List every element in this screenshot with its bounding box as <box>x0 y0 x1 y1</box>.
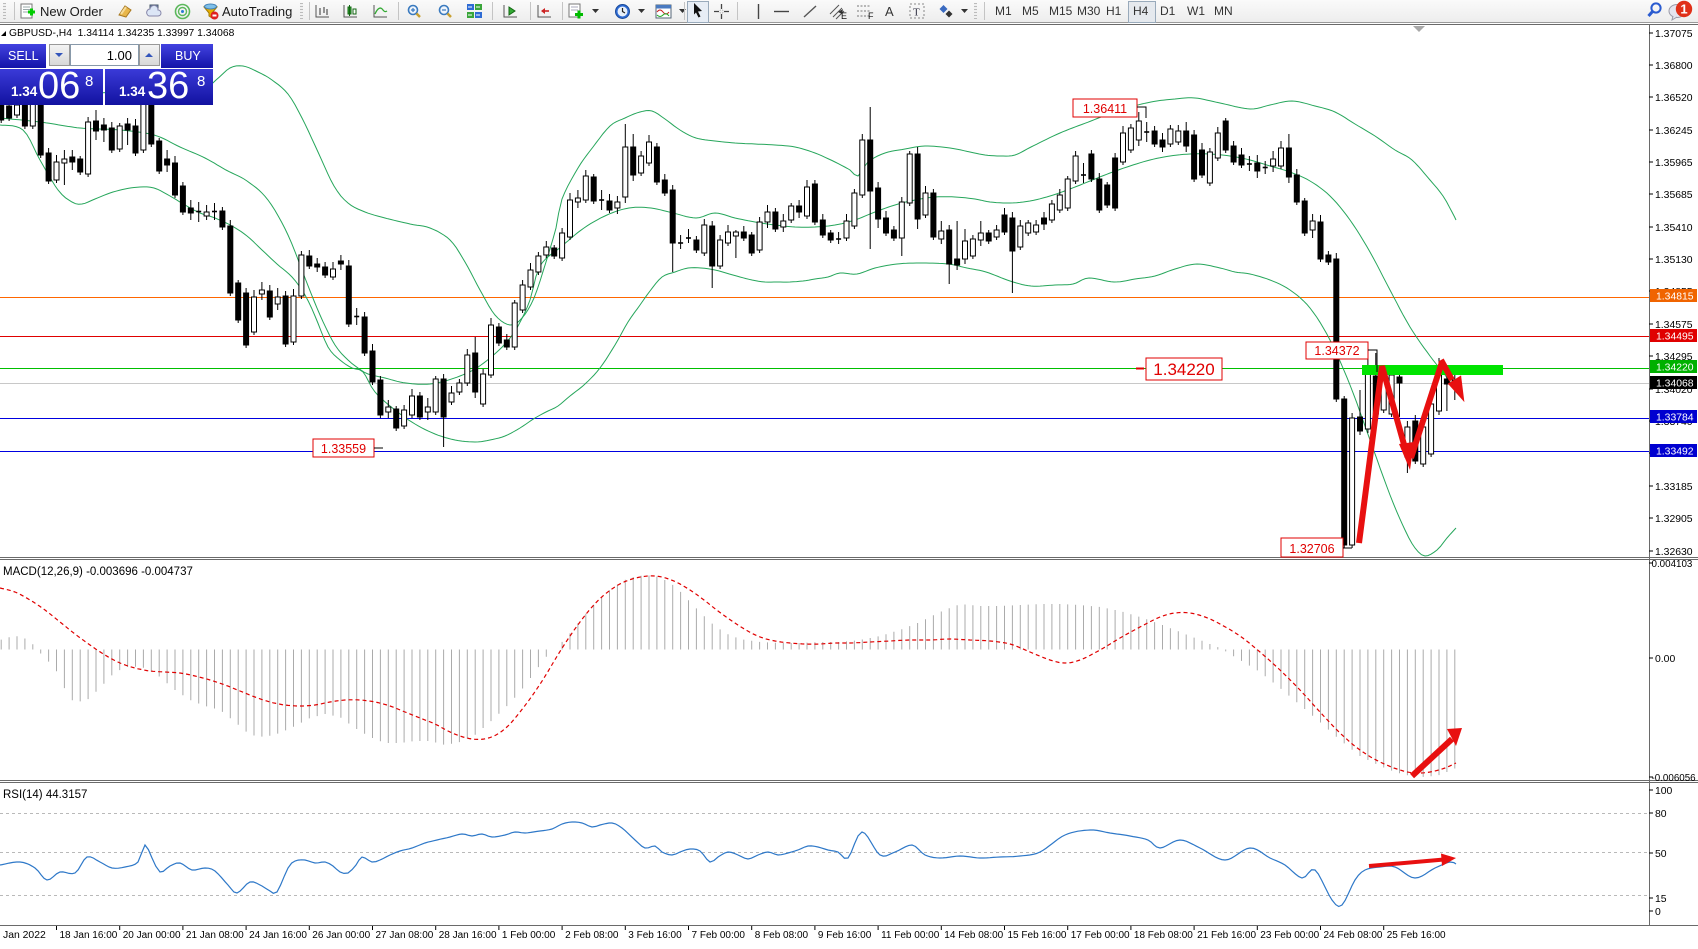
svg-text:15 Feb 16:00: 15 Feb 16:00 <box>1008 930 1067 941</box>
svg-text:1.32630: 1.32630 <box>1655 547 1693 558</box>
svg-text:27 Jan 08:00: 27 Jan 08:00 <box>376 930 434 941</box>
svg-text:RSI(14) 44.3157: RSI(14) 44.3157 <box>3 789 87 801</box>
svg-text:24 Feb 08:00: 24 Feb 08:00 <box>1324 930 1383 941</box>
svg-text:1.36411: 1.36411 <box>1083 102 1127 116</box>
svg-text:26 Jan 00:00: 26 Jan 00:00 <box>312 930 370 941</box>
svg-text:3 Feb 16:00: 3 Feb 16:00 <box>628 930 682 941</box>
svg-text:T: T <box>913 7 920 19</box>
svg-text:8 Feb 08:00: 8 Feb 08:00 <box>755 930 809 941</box>
svg-text:1.34372: 1.34372 <box>1314 344 1359 358</box>
svg-text:80: 80 <box>1655 809 1667 820</box>
svg-text:1.34068: 1.34068 <box>1656 379 1694 390</box>
svg-text:21 Jan 08:00: 21 Jan 08:00 <box>186 930 244 941</box>
svg-text:20 Jan 00:00: 20 Jan 00:00 <box>123 930 181 941</box>
svg-text:1.32905: 1.32905 <box>1655 514 1693 525</box>
svg-text:21 Feb 16:00: 21 Feb 16:00 <box>1197 930 1256 941</box>
svg-text:1.35965: 1.35965 <box>1655 158 1693 169</box>
svg-text:50: 50 <box>1655 849 1667 860</box>
svg-text:7 Feb 00:00: 7 Feb 00:00 <box>692 930 746 941</box>
svg-text:1.36245: 1.36245 <box>1655 126 1693 137</box>
svg-text:1.36800: 1.36800 <box>1655 61 1693 72</box>
svg-text:11 Feb 00:00: 11 Feb 00:00 <box>881 930 940 941</box>
svg-text:1.34220: 1.34220 <box>1153 360 1214 379</box>
svg-text:17 Feb 00:00: 17 Feb 00:00 <box>1071 930 1130 941</box>
svg-text:1.35685: 1.35685 <box>1655 190 1693 201</box>
svg-text:1.37075: 1.37075 <box>1655 29 1693 40</box>
svg-text:0.00: 0.00 <box>1655 654 1675 665</box>
svg-text:1.33492: 1.33492 <box>1656 447 1694 458</box>
svg-text:1.36520: 1.36520 <box>1655 93 1693 104</box>
svg-text:25 Feb 16:00: 25 Feb 16:00 <box>1387 930 1446 941</box>
svg-text:1.35410: 1.35410 <box>1655 223 1693 234</box>
svg-text:1.35130: 1.35130 <box>1655 255 1693 266</box>
svg-text:24 Jan 16:00: 24 Jan 16:00 <box>249 930 307 941</box>
svg-text:1.33185: 1.33185 <box>1655 482 1693 493</box>
svg-text:1 Feb 00:00: 1 Feb 00:00 <box>502 930 556 941</box>
svg-text:14 Feb 08:00: 14 Feb 08:00 <box>944 930 1003 941</box>
svg-text:1.33559: 1.33559 <box>321 442 366 456</box>
svg-text:28 Jan 16:00: 28 Jan 16:00 <box>439 930 497 941</box>
svg-text:9 Feb 16:00: 9 Feb 16:00 <box>818 930 872 941</box>
svg-text:1.34295: 1.34295 <box>1655 352 1693 363</box>
svg-text:2 Feb 08:00: 2 Feb 08:00 <box>565 930 619 941</box>
svg-text:0.004103: 0.004103 <box>1652 559 1693 570</box>
svg-text:-0.006056: -0.006056 <box>1652 773 1697 784</box>
svg-text:15: 15 <box>1655 894 1667 905</box>
svg-text:0: 0 <box>1655 907 1661 918</box>
svg-text:1.34220: 1.34220 <box>1656 363 1694 374</box>
svg-text:GBPUSD-,H4 1.34114 1.34235 1.: GBPUSD-,H4 1.34114 1.34235 1.33997 1.340… <box>9 28 235 39</box>
svg-text:1.33784: 1.33784 <box>1656 413 1694 424</box>
svg-text:1: 1 <box>1680 2 1687 17</box>
svg-text:Jan 2022: Jan 2022 <box>3 930 46 941</box>
svg-text:1.34020: 1.34020 <box>1655 385 1693 396</box>
svg-text:1.34575: 1.34575 <box>1655 320 1693 331</box>
svg-text:1.32706: 1.32706 <box>1289 542 1334 556</box>
svg-text:100: 100 <box>1655 786 1673 797</box>
svg-text:18 Jan 16:00: 18 Jan 16:00 <box>60 930 118 941</box>
svg-text:MACD(12,26,9) -0.003696 -0.004: MACD(12,26,9) -0.003696 -0.004737 <box>3 566 193 578</box>
svg-text:1.34815: 1.34815 <box>1656 292 1694 303</box>
svg-text:18 Feb 08:00: 18 Feb 08:00 <box>1134 930 1193 941</box>
svg-text:23 Feb 00:00: 23 Feb 00:00 <box>1260 930 1319 941</box>
svg-text:1.34495: 1.34495 <box>1656 332 1694 343</box>
